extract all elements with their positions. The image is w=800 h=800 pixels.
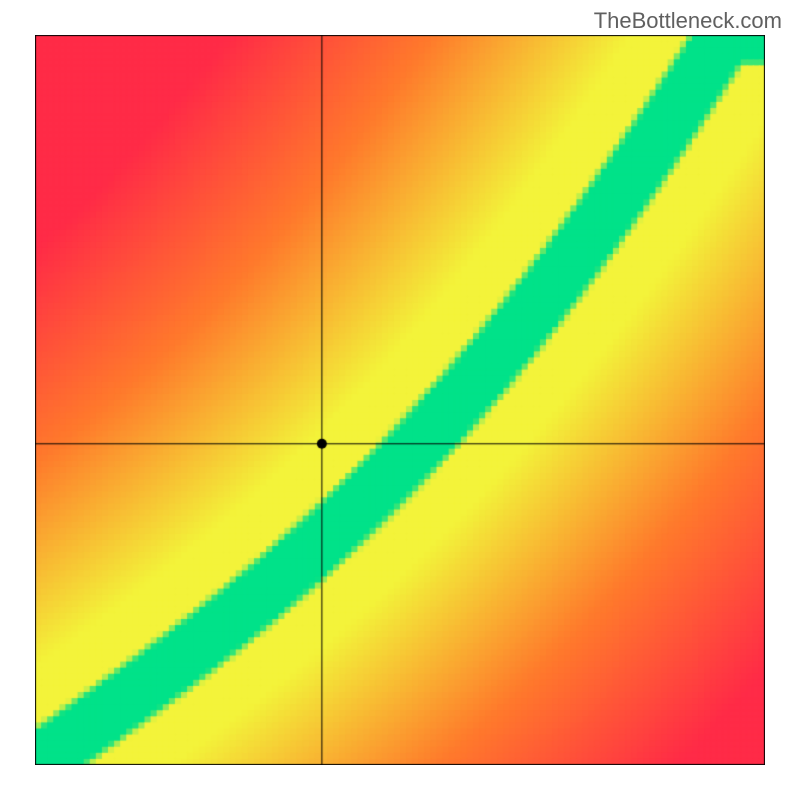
heatmap-canvas <box>35 35 765 765</box>
bottleneck-heatmap <box>35 35 765 765</box>
watermark-text: TheBottleneck.com <box>594 8 782 34</box>
